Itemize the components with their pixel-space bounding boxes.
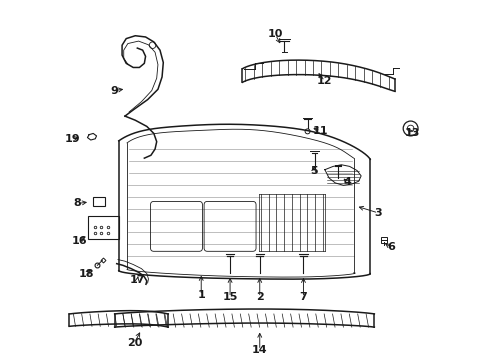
Bar <box>93 197 105 206</box>
Text: 15: 15 <box>222 292 237 302</box>
Text: 16: 16 <box>72 235 87 246</box>
Text: 12: 12 <box>317 76 332 86</box>
Text: 6: 6 <box>386 242 394 252</box>
Text: 2: 2 <box>255 292 263 302</box>
Text: 9: 9 <box>110 86 118 95</box>
Bar <box>88 216 119 239</box>
Text: 14: 14 <box>251 345 267 355</box>
Text: 5: 5 <box>309 166 317 176</box>
Text: 3: 3 <box>374 208 382 218</box>
Text: 10: 10 <box>267 30 283 40</box>
Text: 4: 4 <box>343 177 351 187</box>
Text: 18: 18 <box>79 269 94 279</box>
Text: 20: 20 <box>126 338 142 348</box>
Text: 1: 1 <box>197 291 204 300</box>
Text: 8: 8 <box>74 198 81 208</box>
Text: 19: 19 <box>65 134 80 144</box>
Text: 17: 17 <box>129 275 145 285</box>
Text: 11: 11 <box>312 126 328 135</box>
Text: 13: 13 <box>404 129 419 139</box>
Text: 7: 7 <box>299 292 306 302</box>
